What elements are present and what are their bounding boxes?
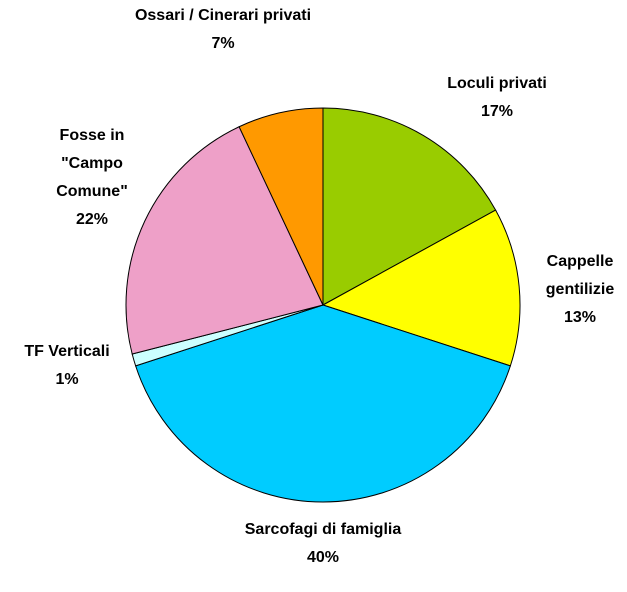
- category-name: Fosse in "Campo Comune": [56, 127, 128, 200]
- slice-label: Sarcofagi di famiglia 40%: [223, 516, 423, 572]
- pie-slice: [125, 126, 324, 355]
- slice-label: TF Verticali 1%: [2, 338, 132, 394]
- slice-label: Fosse in "Campo Comune" 22%: [27, 122, 157, 234]
- percent-label: 7%: [211, 35, 235, 52]
- slice-label: Cappelle gentilizie 13%: [525, 248, 627, 332]
- percent-label: 40%: [306, 549, 340, 566]
- slice-label: Ossari / Cinerari privati 7%: [123, 2, 323, 58]
- percent-label: 17%: [480, 103, 514, 120]
- pie-slice: [321, 209, 521, 367]
- category-name: Sarcofagi di famiglia: [244, 521, 402, 538]
- percent-label: 22%: [75, 211, 109, 228]
- pie-slice: [238, 107, 324, 306]
- category-name: Loculi privati: [447, 75, 547, 92]
- slice-label: Loculi privati 17%: [422, 70, 572, 126]
- percent-label: 1%: [55, 371, 79, 388]
- percent-label: 13%: [563, 309, 597, 326]
- pie-slice: [322, 107, 497, 306]
- category-name: TF Verticali: [24, 343, 110, 360]
- category-name: Cappelle gentilizie: [545, 253, 615, 298]
- category-name: Ossari / Cinerari privati: [134, 7, 312, 24]
- pie-slice: [135, 304, 511, 503]
